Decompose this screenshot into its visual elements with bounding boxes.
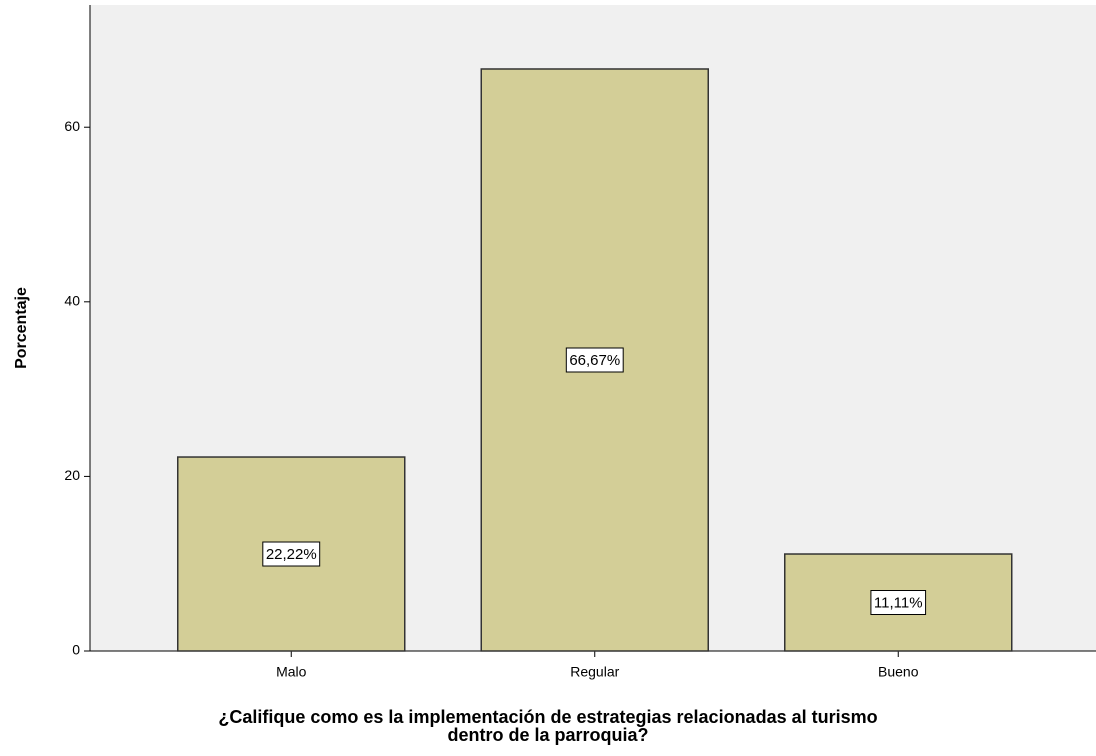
x-axis-label: ¿Califique como es la implementación de …: [218, 707, 877, 727]
value-label: 22,22%: [266, 546, 317, 563]
value-label: 11,11%: [874, 594, 923, 611]
value-label-box: [262, 541, 321, 567]
value-label-box: [870, 590, 927, 616]
y-tick-label: 60: [64, 118, 80, 134]
x-tick-label: Bueno: [878, 664, 919, 680]
value-label: 66,67%: [569, 352, 620, 369]
value-label-box: [565, 347, 624, 373]
y-axis-label: Porcentaje: [13, 287, 30, 369]
y-tick-label: 20: [64, 467, 80, 483]
y-tick-label: 0: [72, 642, 80, 658]
y-tick-label: 40: [64, 293, 80, 309]
x-tick-label: Malo: [276, 664, 307, 680]
x-axis-label: dentro de la parroquia?: [447, 725, 648, 745]
x-tick-label: Regular: [570, 664, 619, 680]
